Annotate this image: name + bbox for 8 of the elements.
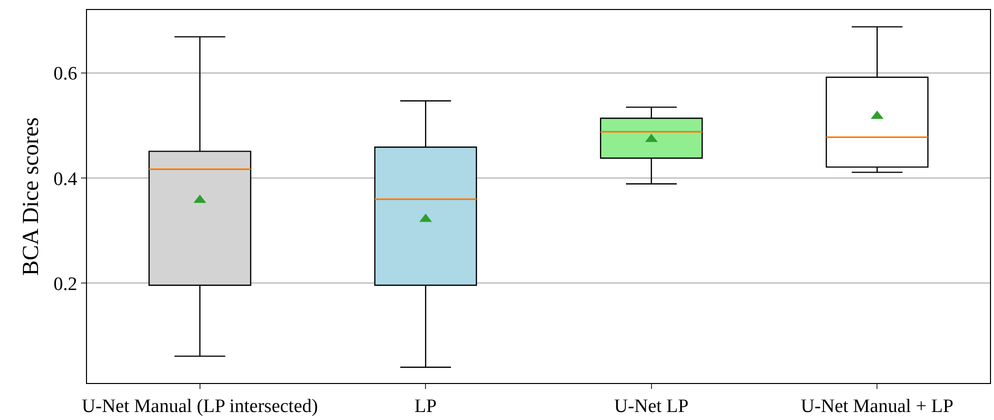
y-tick-label: 0.4 [53,168,78,190]
y-axis-title: BCA Dice scores [18,117,43,276]
y-tick-label: 0.2 [53,274,78,295]
x-tick-label: U-Net LP [614,396,689,417]
x-tick-label: LP [414,396,437,417]
x-tick-label: U-Net Manual + LP [800,396,954,417]
y-tick-label: 0.6 [53,64,78,85]
x-tick-label: U-Net Manual (LP intersected) [82,396,318,417]
